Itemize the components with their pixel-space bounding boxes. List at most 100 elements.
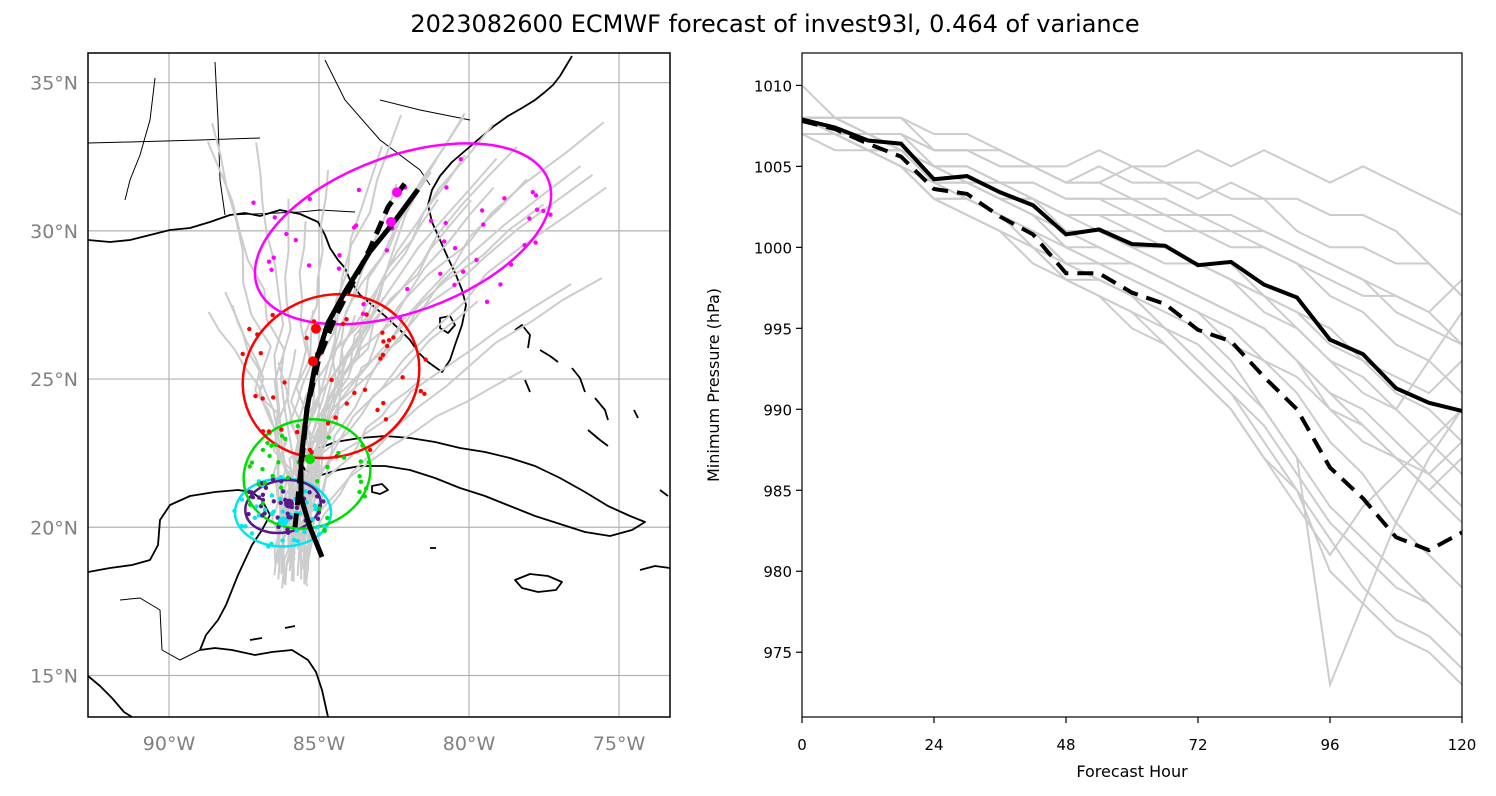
member-position	[270, 473, 275, 479]
swan-islands	[284, 625, 296, 629]
member-position	[263, 485, 269, 490]
uncertainty-ellipse	[253, 142, 553, 326]
member-position	[280, 509, 285, 514]
mean-position	[392, 187, 402, 198]
member-position	[276, 460, 281, 465]
member-position	[418, 388, 423, 394]
member-position	[249, 460, 255, 465]
member-position	[484, 299, 490, 304]
ensemble-track	[293, 121, 605, 549]
member-position	[527, 216, 532, 221]
member-position	[360, 311, 366, 316]
member-position	[279, 475, 284, 480]
member-position	[246, 511, 251, 517]
member-position	[474, 257, 479, 263]
member-position	[294, 505, 300, 510]
ensemble-pressure-line	[802, 116, 1462, 346]
ensemble-pressure-line	[802, 133, 1462, 689]
member-position	[272, 215, 277, 220]
member-position	[533, 193, 539, 198]
uncertainty-ellipse	[241, 292, 421, 460]
member-position	[333, 415, 338, 420]
member-position	[422, 391, 427, 396]
member-position	[304, 500, 309, 505]
member-position	[443, 220, 448, 226]
map-tick-labels: 35°N 30°N 25°N 20°N 15°N 90°W 85°W 80°W 75°W	[30, 73, 645, 755]
member-position	[423, 357, 428, 362]
ensemble-pressure-line	[802, 133, 1462, 670]
member-position	[284, 231, 289, 237]
lon-tick-label: 80°W	[443, 733, 496, 755]
mean-pressure-solid	[802, 117, 1462, 413]
member-position	[260, 467, 265, 472]
pressure-lines	[802, 84, 1462, 689]
central-america-coast	[88, 675, 133, 717]
member-position	[325, 515, 330, 521]
bahamas-1	[514, 324, 531, 349]
member-position	[340, 321, 346, 327]
member-position	[247, 326, 252, 332]
member-position	[317, 506, 322, 511]
member-position	[295, 423, 300, 429]
x-tick-label: 120	[1448, 736, 1477, 754]
pressure-chart: 0 24 48 72 96 120975980985990995100010051010 …	[704, 52, 1477, 781]
member-position	[307, 447, 313, 453]
member-position	[269, 541, 274, 546]
member-position	[260, 497, 266, 503]
member-position	[458, 157, 463, 162]
member-position	[341, 455, 347, 460]
member-position	[273, 442, 278, 447]
member-position	[280, 538, 285, 543]
member-position	[302, 529, 307, 535]
lat-tick-label: 20°N	[30, 517, 78, 539]
member-position	[315, 516, 321, 521]
y-tick-label: 1005	[754, 158, 792, 176]
lon-tick-label: 90°W	[143, 733, 196, 755]
ensemble-tracks	[206, 112, 607, 589]
member-position	[243, 524, 248, 529]
mean-position	[305, 454, 315, 465]
member-position	[452, 282, 457, 288]
member-position	[541, 208, 546, 213]
member-position	[280, 489, 286, 494]
member-position	[329, 377, 334, 383]
member-position	[375, 407, 380, 413]
ensemble-track	[306, 315, 357, 551]
member-position	[307, 196, 312, 202]
bahamas-6	[587, 429, 609, 447]
member-position	[530, 190, 535, 195]
x-tick-label: 0	[797, 736, 807, 754]
bahamas-8	[659, 489, 669, 497]
member-position	[357, 474, 362, 479]
member-position	[285, 511, 290, 516]
member-position	[334, 454, 339, 459]
member-position	[533, 240, 538, 245]
member-position	[304, 335, 309, 341]
member-position	[380, 330, 385, 335]
member-position	[397, 315, 403, 321]
member-position	[317, 531, 322, 537]
member-position	[256, 495, 262, 500]
member-position	[249, 531, 255, 536]
member-position	[321, 499, 326, 504]
member-position	[344, 317, 349, 322]
member-position	[288, 515, 293, 520]
member-position	[357, 489, 362, 495]
member-position	[240, 351, 245, 357]
track-map: 35°N 30°N 25°N 20°N 15°N 90°W 85°W 80°W 75°W	[30, 52, 671, 755]
member-position	[384, 248, 390, 253]
member-position	[278, 500, 283, 505]
member-position	[400, 375, 405, 380]
ensemble-track	[276, 173, 594, 562]
ensemble-pressure-line	[802, 133, 1462, 524]
member-position	[262, 507, 268, 512]
hispaniola-coast	[639, 565, 670, 571]
x-tick-label: 24	[924, 736, 943, 754]
member-position	[260, 447, 266, 453]
member-position	[322, 527, 327, 533]
border-sc-nc	[379, 99, 471, 121]
ensemble-track	[277, 165, 582, 580]
member-position	[534, 207, 540, 212]
member-position	[285, 530, 291, 535]
member-position	[267, 453, 272, 459]
